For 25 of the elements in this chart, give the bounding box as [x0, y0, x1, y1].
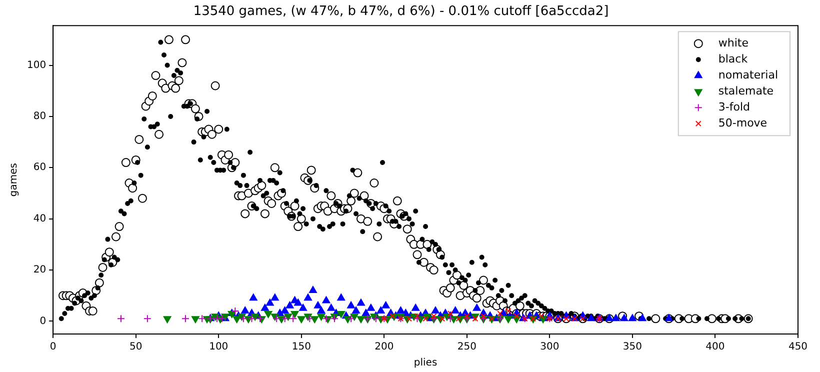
y-tick-label: 0: [40, 316, 46, 327]
legend-label: 50-move: [718, 116, 768, 130]
y-tick-label: 60: [33, 162, 46, 174]
x-tick-label: 150: [292, 342, 311, 353]
x-tick-label: 250: [457, 342, 476, 353]
x-tick-label: 200: [374, 342, 394, 353]
x-tick-label: 100: [209, 342, 228, 353]
y-tick-label: 100: [26, 60, 46, 71]
x-tick-label: 300: [540, 342, 560, 353]
x-tick-label: 450: [788, 342, 808, 353]
chart-title: 13540 games, (w 47%, b 47%, d 6%) - 0.01% cutoff [6a5ccda2]: [193, 4, 609, 20]
legend-label: stalemate: [718, 84, 774, 98]
legend-label: nomaterial: [718, 68, 778, 82]
x-tick-label: 50: [129, 342, 142, 353]
legend-label: white: [718, 36, 749, 50]
legend-label: black: [718, 52, 748, 66]
y-tick-label: 40: [33, 213, 46, 224]
y-axis-title: games: [8, 163, 20, 197]
y-tick-label: 20: [33, 264, 46, 276]
legend-label: 3-fold: [718, 100, 750, 114]
x-axis-title: plies: [414, 358, 438, 369]
x-tick-label: 0: [50, 342, 56, 353]
x-tick-label: 400: [706, 342, 725, 353]
x-tick-label: 350: [622, 342, 642, 353]
y-tick-label: 80: [33, 111, 46, 122]
